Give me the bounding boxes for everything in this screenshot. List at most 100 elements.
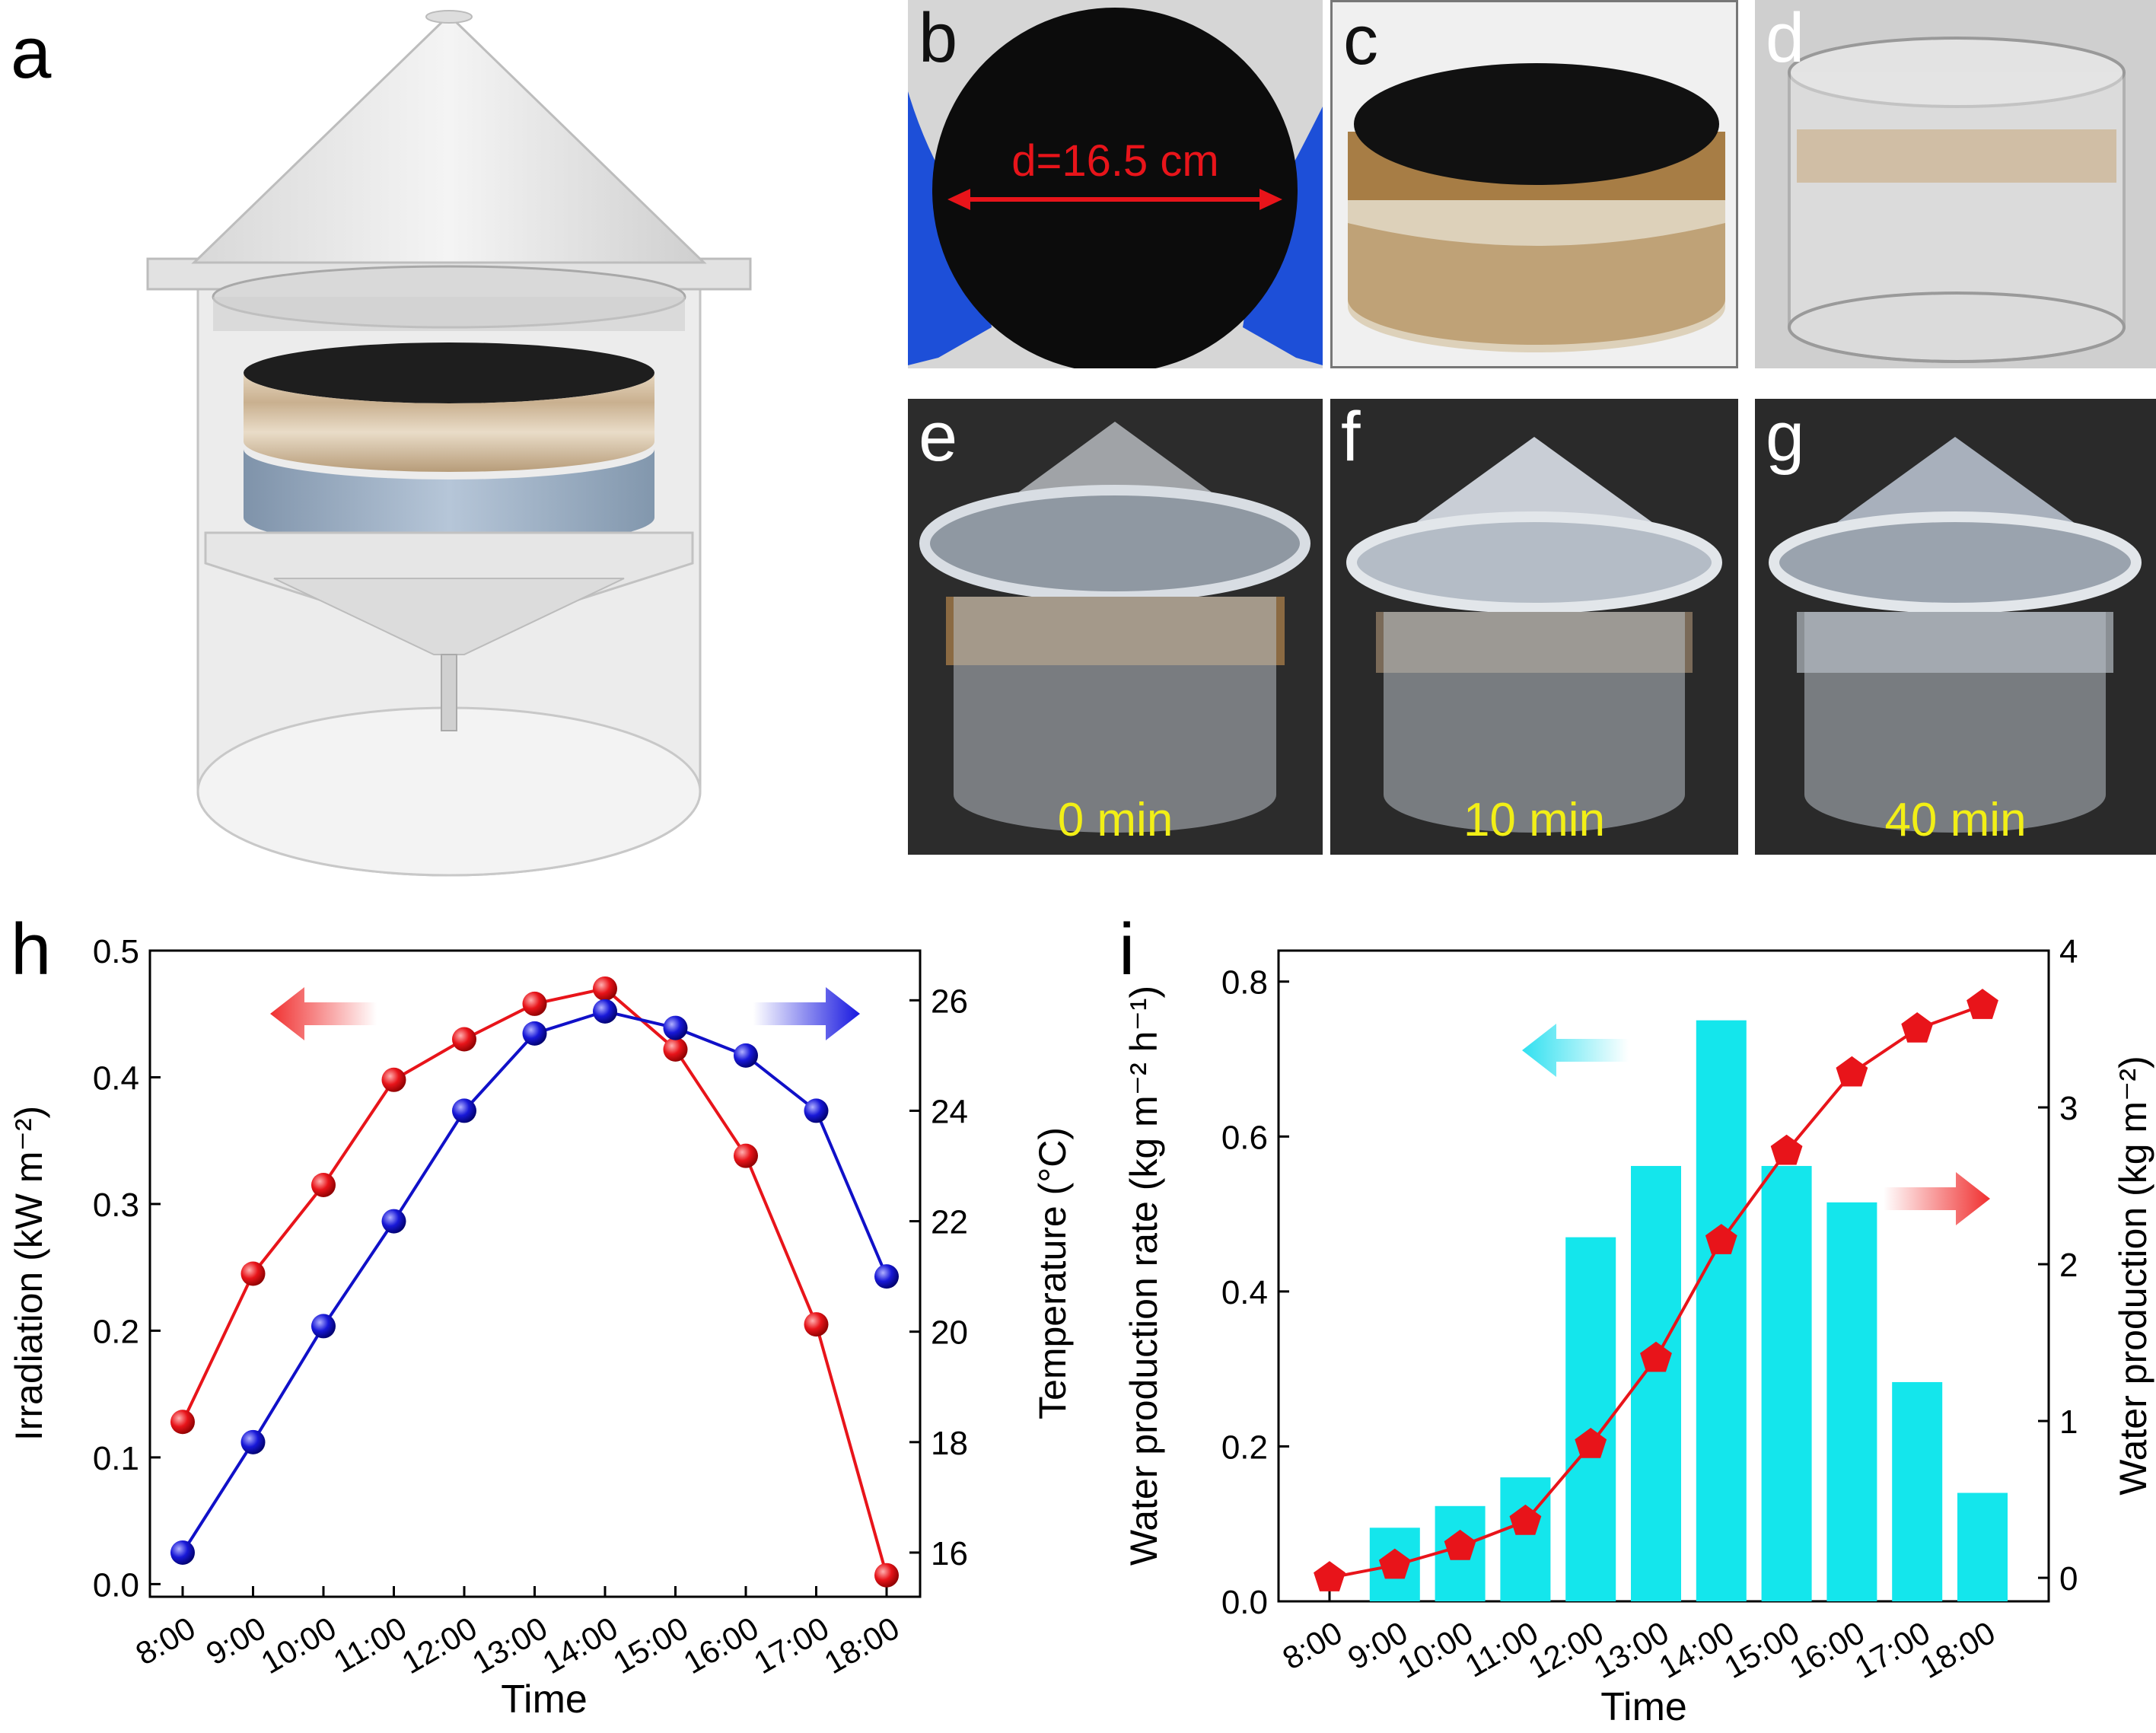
x-tick-label-h: 14:00: [537, 1610, 624, 1680]
bar-i: [1892, 1381, 1943, 1601]
absorber-disc: [932, 8, 1298, 368]
x-tick-label-h: 13:00: [466, 1610, 553, 1680]
time-label-e: 0 min: [1057, 794, 1174, 846]
x-tick-label-i: 18:00: [1914, 1614, 2002, 1685]
data-point-red-h: [240, 1261, 266, 1286]
y-tick-label-h: 0.1: [93, 1440, 139, 1477]
pentagon-point-i: [1444, 1529, 1476, 1560]
outlet-tube: [441, 654, 457, 731]
series-line-blue-h: [181, 1009, 888, 1554]
panel-letter-f: f: [1341, 399, 1361, 476]
data-point-red-h: [593, 976, 617, 1001]
pentagon-point-i: [1705, 1224, 1737, 1254]
y-right-tick-label-h: 20: [931, 1314, 968, 1352]
x-tick-label-h: 17:00: [747, 1610, 835, 1680]
y-right-tick-label-i: 2: [2059, 1247, 2078, 1284]
bar-i: [1826, 1202, 1877, 1601]
x-tick-label-h: 9:00: [200, 1610, 272, 1672]
photo-c: c: [1330, 0, 1738, 368]
condensing-cone: [191, 13, 707, 264]
y-tick-label-i: 0.4: [1221, 1274, 1268, 1311]
panel-letter-h: h: [11, 909, 52, 990]
panel-letter-b: b: [919, 0, 958, 77]
device-illustration: [146, 10, 752, 877]
bar-i: [1761, 1165, 1812, 1601]
x-tick-label-h: 15:00: [607, 1610, 694, 1680]
y-right-tick-label-h: 22: [931, 1204, 968, 1241]
panel-letter-e: e: [919, 399, 958, 476]
data-point-red-h: [734, 1143, 758, 1168]
series-line-red-h: [181, 986, 888, 1576]
data-point-red-h: [170, 1410, 195, 1435]
panel-letter-i: i: [1119, 909, 1135, 990]
pentagon-point-i: [1967, 989, 1998, 1019]
x-tick-label-h: 16:00: [677, 1610, 765, 1680]
data-point-blue-h: [452, 1098, 476, 1123]
diameter-label: d=16.5 cm: [1011, 136, 1219, 186]
photo-e: e 0 min: [908, 399, 1323, 855]
wood-layer: [244, 373, 654, 472]
arrow-left-red: [270, 987, 377, 1040]
pentagon-point-i: [1575, 1428, 1607, 1458]
y-right-tick-label-i: 0: [2059, 1560, 2078, 1598]
data-point-blue-h: [170, 1540, 195, 1565]
pentagon-point-i: [1640, 1341, 1672, 1372]
arrow-right-blue: [753, 987, 860, 1040]
x-tick-label-h: 8:00: [129, 1610, 201, 1672]
arrow-right-red: [1884, 1172, 1990, 1225]
pentagon-point-i: [1509, 1504, 1542, 1535]
pentagon-point-i: [1314, 1561, 1346, 1591]
y-tick-label-h: 0.0: [93, 1566, 139, 1604]
y-tick-label-h: 0.4: [93, 1059, 139, 1097]
x-tick-label-h: 18:00: [818, 1610, 906, 1680]
bar-i: [1565, 1237, 1616, 1601]
data-point-red-h: [663, 1037, 688, 1062]
y-tick-label-h: 0.3: [93, 1187, 139, 1224]
time-label-g: 40 min: [1884, 794, 2027, 846]
y-tick-label-i: 0.0: [1221, 1584, 1268, 1621]
chart-h: 0.0 0.1 0.2 0.3 0.4 0.5 16 18 20 22 24 26 8:009:0010…: [8, 933, 1074, 1722]
data-point-blue-h: [804, 1098, 829, 1123]
bar-i: [1957, 1492, 2008, 1601]
data-point-red-h: [874, 1563, 899, 1588]
photo-f: f 10 min: [1330, 399, 1738, 855]
y-right-tick-label-h: 16: [931, 1535, 968, 1572]
y-axis-right-label-h: Temperature (°C): [1031, 1127, 1074, 1419]
y-tick-label-h: 0.5: [93, 933, 139, 970]
y-tick-label-i: 0.2: [1221, 1429, 1268, 1466]
pentagon-point-i: [1378, 1548, 1411, 1579]
data-point-red-h: [311, 1172, 336, 1197]
x-tick-label-h: 11:00: [327, 1610, 412, 1680]
pentagon-point-i: [1901, 1012, 1934, 1043]
photo-d: d: [1755, 0, 2156, 368]
arrow-left-cyan: [1522, 1024, 1629, 1077]
data-point-red-h: [452, 1027, 476, 1052]
absorber-top: [1354, 63, 1719, 185]
y-right-tick-label-h: 24: [931, 1093, 968, 1130]
x-tick-label-h: 10:00: [255, 1610, 342, 1680]
y-right-tick-label-h: 26: [931, 983, 968, 1020]
y-tick-label-i: 0.6: [1221, 1119, 1268, 1156]
y-right-tick-label-i: 4: [2059, 933, 2078, 970]
y-right-tick-label-i: 1: [2059, 1403, 2078, 1441]
data-point-blue-h: [240, 1429, 266, 1454]
bar-i: [1696, 1020, 1747, 1601]
bar-i: [1631, 1165, 1681, 1601]
water-layer: [244, 449, 654, 548]
y-tick-label-i: 0.8: [1221, 964, 1268, 1002]
panel-letter-c: c: [1343, 2, 1378, 79]
x-axis-label-i: Time: [1600, 1685, 1687, 1729]
y-right-tick-label-h: 18: [931, 1425, 968, 1462]
y-right-tick-label-i: 3: [2059, 1090, 2078, 1127]
data-point-blue-h: [381, 1209, 406, 1234]
y-axis-label-h: Irradiation (kW m⁻²): [8, 1106, 50, 1441]
data-point-blue-h: [734, 1043, 758, 1068]
time-label-f: 10 min: [1463, 794, 1606, 846]
data-point-blue-h: [593, 999, 617, 1024]
data-point-blue-h: [311, 1314, 336, 1339]
bar-i: [1500, 1477, 1551, 1601]
data-point-blue-h: [663, 1015, 688, 1040]
chart-i: 0.00.20.40.60.8012348:009:0010:0011:0012…: [1123, 933, 2154, 1729]
panel-letter-d: d: [1766, 0, 1805, 77]
x-tick-label-i: 8:00: [1276, 1614, 1348, 1677]
